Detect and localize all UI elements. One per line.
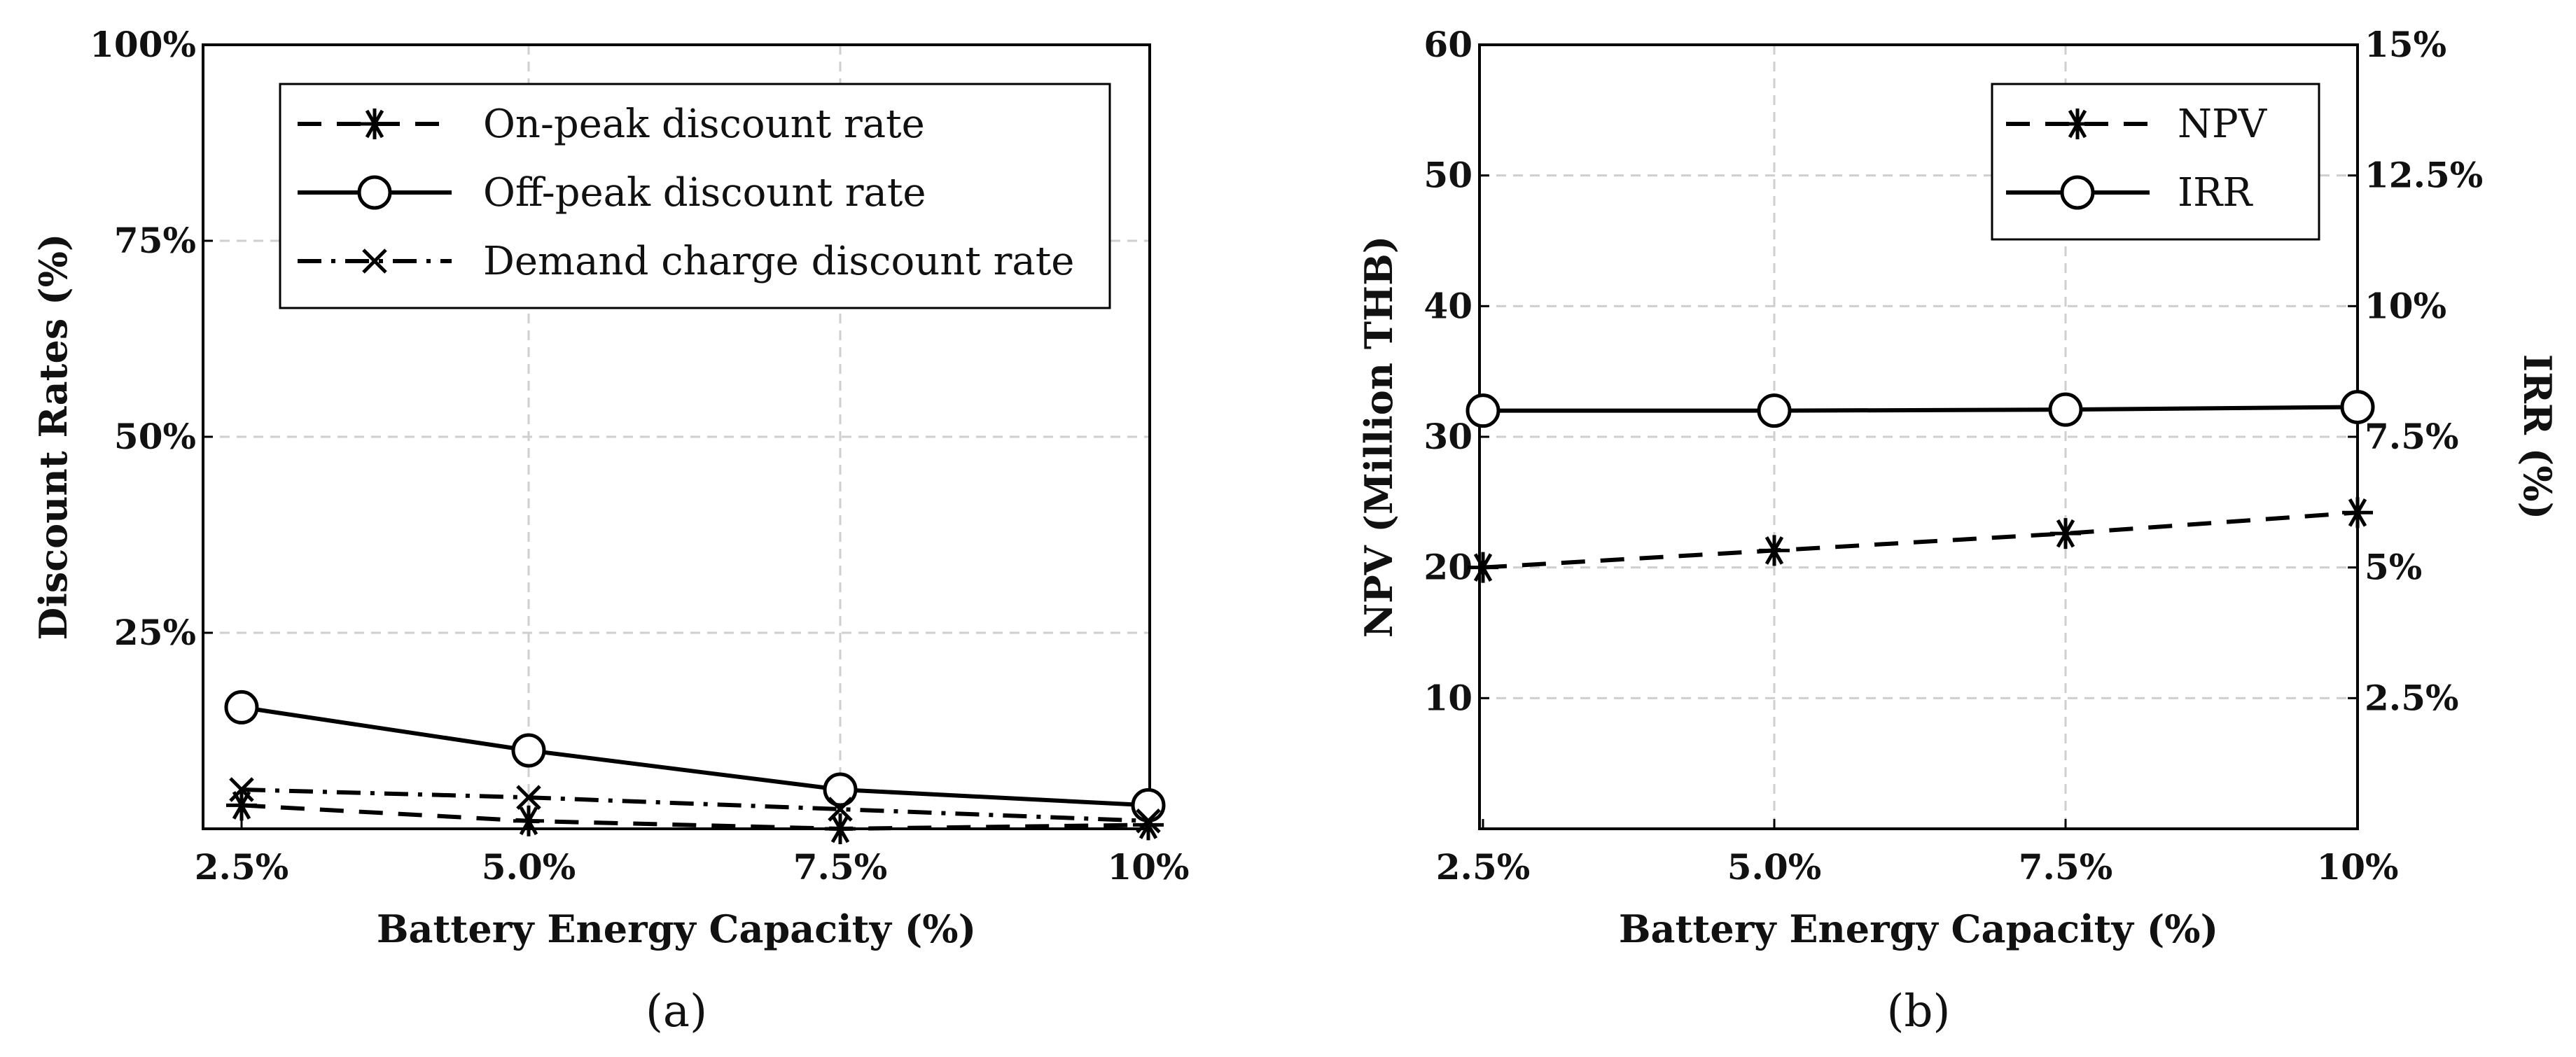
y-tick-label: 40 bbox=[1423, 285, 1473, 326]
legend-label-off-peak: Off-peak discount rate bbox=[483, 170, 926, 216]
data-point-circle bbox=[2340, 389, 2375, 424]
y2-tick-label: 7.5% bbox=[2365, 416, 2459, 457]
x-tick-label: 10% bbox=[1107, 846, 1189, 888]
y-tick-label: 20 bbox=[1423, 547, 1473, 588]
chart-b: 10 20 30 40 50 60 2.5% 5% 7.5% 10% 12.5% 15% 2.5% 5… bbox=[1356, 24, 2560, 1037]
y2-tick-label: 2.5% bbox=[2365, 677, 2459, 718]
legend-marker-circle bbox=[2060, 175, 2095, 210]
y-tick-label: 100% bbox=[90, 24, 196, 65]
y2-axis-label-b: IRR (%) bbox=[2515, 354, 2560, 519]
x-tick-label: 5.0% bbox=[1727, 846, 1822, 888]
y-axis-label-a: Discount Rates (%) bbox=[31, 234, 76, 640]
x-tick-label: 10% bbox=[2316, 846, 2398, 888]
series-line-on-peak-discount-rate bbox=[241, 803, 1149, 832]
y2-tick-label: 12.5% bbox=[2365, 155, 2483, 196]
y-axis-label-b: NPV (Million THB) bbox=[1356, 236, 1401, 638]
x-tick-label: 5.0% bbox=[482, 846, 576, 888]
y2-tick-label: 15% bbox=[2365, 24, 2446, 65]
legend-a: On-peak discount rate Off-peak discount … bbox=[279, 83, 1111, 309]
legend-marker-asterisk bbox=[359, 108, 390, 139]
y2-ticks-b: 2.5% 5% 7.5% 10% 12.5% 15% bbox=[2348, 24, 2483, 718]
data-point-asterisk bbox=[1759, 535, 1790, 566]
legend-circle-icon bbox=[357, 175, 392, 210]
legend-label-npv: NPV bbox=[2178, 102, 2268, 147]
panel-label-a: (a) bbox=[646, 986, 707, 1037]
y-tick-label: 50 bbox=[1423, 155, 1473, 196]
data-point-circle bbox=[1131, 788, 1166, 822]
series-line-demand-charge-discount-rate bbox=[241, 788, 1149, 823]
data-point-circle bbox=[1465, 393, 1501, 428]
legend-item-demand-charge: Demand charge discount rate bbox=[298, 239, 1074, 284]
data-point-asterisk bbox=[2050, 518, 2081, 550]
panel-label-b: (b) bbox=[1887, 986, 1951, 1037]
y2-tick-label: 10% bbox=[2365, 285, 2446, 326]
series-line-off-peak-discount-rate bbox=[241, 705, 1149, 808]
legend-marker-circle bbox=[357, 175, 392, 210]
y-tick-label: 10 bbox=[1423, 677, 1473, 718]
legend-item-npv: NPV bbox=[2006, 102, 2268, 147]
legend-marker-asterisk bbox=[2062, 108, 2093, 139]
y-ticks-a: 25% 50% 75% 100% bbox=[90, 24, 213, 653]
x-tick-label: 2.5% bbox=[195, 846, 289, 888]
legend-circle-icon bbox=[2060, 175, 2095, 210]
series-line-irr bbox=[1483, 405, 2358, 413]
legend-item-off-peak: Off-peak discount rate bbox=[298, 170, 926, 216]
legend-label-irr: IRR bbox=[2178, 170, 2253, 216]
legend-marker-x bbox=[362, 248, 387, 274]
x-tick-label: 7.5% bbox=[793, 846, 888, 888]
y-tick-label: 60 bbox=[1423, 24, 1473, 65]
data-point-circle bbox=[511, 733, 546, 768]
legend-asterisk-icon bbox=[359, 108, 390, 139]
legend-item-irr: IRR bbox=[2006, 170, 2253, 216]
y-tick-label: 50% bbox=[114, 416, 196, 457]
data-point-x bbox=[1136, 808, 1161, 834]
x-ticks-b: 2.5% 5.0% 7.5% 10% bbox=[1436, 819, 2399, 888]
data-point-circle bbox=[224, 690, 259, 724]
series-b bbox=[1465, 389, 2375, 583]
y-ticks-b: 10 20 30 40 50 60 bbox=[1423, 24, 1489, 718]
data-point-asterisk bbox=[825, 813, 856, 844]
x-tick-label: 2.5% bbox=[1436, 846, 1531, 888]
data-point-asterisk bbox=[2342, 497, 2373, 528]
data-point-x bbox=[516, 785, 541, 810]
legend-x-icon bbox=[362, 248, 387, 274]
data-point-circle bbox=[823, 772, 858, 807]
data-point-circle bbox=[2048, 392, 2083, 427]
data-point-circle bbox=[1757, 393, 1792, 428]
legend-asterisk-icon bbox=[2062, 108, 2093, 139]
legend-box-a bbox=[279, 83, 1111, 309]
legend-label-demand-charge: Demand charge discount rate bbox=[483, 239, 1074, 284]
x-ticks-a: 2.5% 5.0% 7.5% 10% bbox=[195, 819, 1190, 888]
data-point-asterisk bbox=[226, 790, 257, 821]
y-tick-label: 30 bbox=[1423, 416, 1473, 457]
series-line-npv bbox=[1482, 510, 2358, 570]
legend-item-on-peak: On-peak discount rate bbox=[298, 102, 925, 147]
x-axis-label-b: Battery Energy Capacity (%) bbox=[1619, 906, 2218, 951]
x-axis-label-a: Battery Energy Capacity (%) bbox=[377, 906, 976, 951]
series-a bbox=[224, 690, 1166, 844]
data-point-x bbox=[828, 797, 853, 822]
chart-a: 25% 50% 75% 100% 2.5% 5.0% 7.5% 10% On-peak di… bbox=[31, 24, 1190, 1037]
legend-b: NPV IRR bbox=[1991, 83, 2320, 241]
data-point-asterisk bbox=[513, 805, 544, 836]
y-tick-label: 25% bbox=[114, 612, 196, 653]
y2-tick-label: 5% bbox=[2365, 547, 2422, 588]
data-point-asterisk bbox=[1468, 552, 1498, 583]
legend-box-b bbox=[1991, 83, 2320, 241]
data-point-x bbox=[229, 777, 254, 802]
x-tick-label: 7.5% bbox=[2019, 846, 2113, 888]
legend-label-on-peak: On-peak discount rate bbox=[483, 102, 925, 147]
y-tick-label: 75% bbox=[114, 220, 196, 261]
